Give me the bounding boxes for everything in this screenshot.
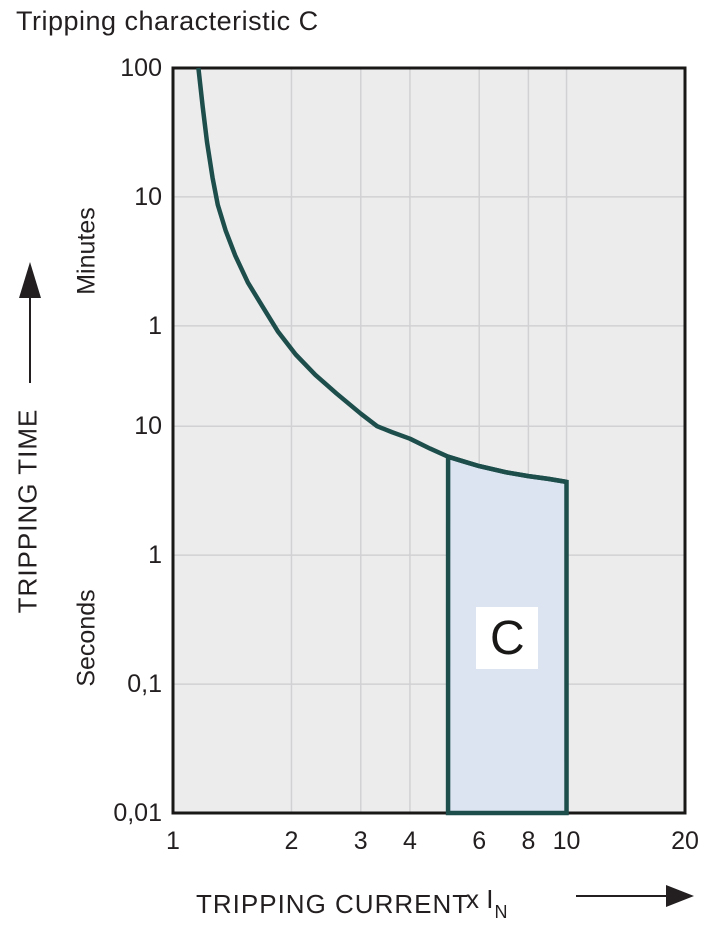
y-axis-direction-arrow-icon bbox=[19, 262, 41, 383]
x-axis-unit-subscript: N bbox=[494, 902, 508, 923]
y-axis-unit-minutes: Minutes bbox=[72, 207, 101, 295]
y-axis-unit-seconds: Seconds bbox=[72, 589, 101, 687]
x-tick-label: 2 bbox=[284, 827, 299, 855]
y-tick-label: 0,01 bbox=[113, 799, 162, 827]
x-tick-label: 6 bbox=[472, 827, 487, 855]
y-tick-label: 1 bbox=[148, 541, 162, 570]
x-tick-label: 8 bbox=[521, 827, 536, 855]
y-tick-label: 10 bbox=[134, 412, 162, 441]
tripping-curve bbox=[196, 67, 567, 485]
x-axis-unit-prefix: x I bbox=[466, 884, 494, 914]
y-tick-label: 0,1 bbox=[127, 670, 162, 699]
x-axis-direction-arrow-icon bbox=[576, 885, 694, 907]
x-axis-title: TRIPPING CURRENT bbox=[196, 889, 470, 919]
x-tick-label: 1 bbox=[166, 827, 180, 855]
x-tick-label: 20 bbox=[671, 827, 699, 855]
x-axis-unit: x IN bbox=[466, 884, 508, 923]
x-tick-label: 3 bbox=[353, 827, 368, 855]
x-tick-label: 10 bbox=[552, 827, 581, 855]
chart-title: Tripping characteristic C bbox=[16, 6, 319, 36]
plot-border bbox=[171, 66, 687, 815]
y-tick-label: 10 bbox=[134, 182, 162, 211]
x-tick-label: 4 bbox=[402, 827, 417, 855]
y-tick-label: 1 bbox=[148, 311, 162, 340]
plot-background bbox=[173, 68, 685, 813]
y-tick-label: 100 bbox=[120, 54, 162, 82]
characteristic-letter-badge: C bbox=[476, 607, 539, 669]
y-axis-title: TRIPPING TIME bbox=[12, 408, 43, 614]
